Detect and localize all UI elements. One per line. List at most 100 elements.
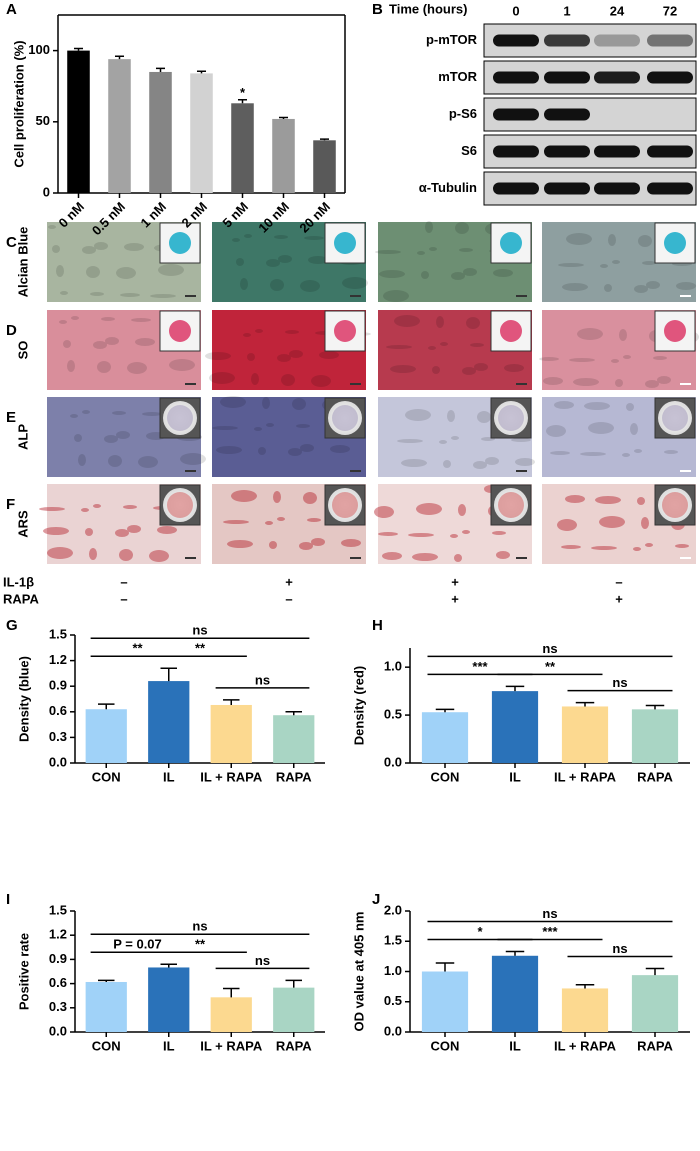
micrograph-texture (451, 436, 459, 440)
micrograph-texture (412, 553, 438, 561)
micrograph-texture (330, 445, 350, 453)
micrograph-texture (493, 269, 513, 277)
blot-band (493, 108, 539, 121)
blot-time: 72 (663, 3, 677, 18)
inset-dish-stain (167, 405, 193, 431)
micrograph-texture (74, 434, 82, 442)
treatment-sign: – (285, 591, 292, 606)
micrograph-texture (645, 543, 653, 547)
micrograph-texture (308, 256, 328, 264)
inset-dish (664, 232, 686, 254)
micrograph-texture (70, 414, 78, 418)
micrograph-texture (216, 446, 242, 454)
micrograph-texture (78, 454, 86, 466)
error-bar (196, 70, 207, 74)
micrograph-texture (496, 551, 510, 559)
micrograph-texture (138, 456, 158, 468)
micrograph-texture (232, 238, 240, 242)
micrograph-texture (450, 534, 458, 538)
micrograph-texture (463, 268, 477, 276)
panel-letter: J (372, 891, 380, 908)
bar (273, 987, 315, 1032)
micrograph-texture (386, 345, 412, 349)
micrograph-texture (462, 530, 470, 534)
micrograph-texture (90, 292, 104, 296)
treatment-sign: – (120, 574, 127, 589)
micrograph-texture (292, 398, 306, 410)
inset-frame (490, 310, 532, 352)
y-tick-label: 0.0 (49, 1023, 67, 1038)
micrograph-texture (89, 548, 97, 560)
micrograph-texture (638, 235, 652, 247)
micrograph-texture (319, 351, 339, 359)
significance-label: *** (542, 924, 558, 939)
x-tick-label: IL + RAPA (554, 1038, 617, 1053)
micrograph-texture (47, 547, 73, 559)
blot-time: 0 (512, 3, 519, 18)
bar (273, 715, 315, 763)
micrograph-texture (262, 397, 270, 409)
stain-label: Alcian Blue (15, 227, 30, 298)
panel-letter: H (372, 617, 383, 634)
micrograph-texture (255, 329, 263, 333)
significance-label: ns (542, 641, 557, 656)
micrograph-texture (626, 403, 634, 411)
micrograph-texture (642, 261, 656, 265)
micrograph-texture (127, 362, 147, 374)
panel-letter: G (6, 617, 18, 634)
micrograph-texture (281, 374, 295, 386)
y-tick-label: 0.9 (49, 678, 67, 693)
micrograph-texture (119, 549, 133, 561)
bar (148, 681, 190, 763)
micrograph-texture (39, 507, 65, 511)
micrograph-texture (378, 532, 398, 536)
micrograph-texture (401, 459, 427, 467)
panel-letter: I (6, 891, 10, 908)
error-bar (155, 67, 166, 72)
x-tick-label: IL (163, 1038, 175, 1053)
error-bar (319, 138, 330, 141)
x-tick-label: IL (509, 769, 521, 784)
y-tick-label: 0.9 (49, 951, 67, 966)
micrograph-texture (653, 356, 667, 360)
micrograph-texture (81, 508, 89, 512)
blot-band (594, 71, 640, 84)
inset-dish (169, 232, 191, 254)
significance-label: ** (195, 937, 206, 952)
treatment-sign: – (120, 591, 127, 606)
blot-band (647, 145, 693, 158)
micrograph-texture (451, 272, 465, 280)
micrograph-texture (251, 373, 259, 385)
micrograph-texture (557, 519, 577, 531)
micrograph-texture (641, 517, 649, 529)
micrograph-texture (561, 545, 581, 549)
micrograph-texture (416, 503, 442, 515)
micrograph-texture (565, 495, 585, 503)
micrograph-texture (546, 425, 566, 437)
y-tick-label: 50 (36, 113, 50, 128)
inset-dish (334, 232, 356, 254)
micrograph-texture (454, 554, 462, 562)
micrograph-texture (432, 366, 440, 374)
treatment-sign: + (615, 591, 623, 606)
micrograph-texture (634, 449, 642, 453)
panel-letter: B (372, 1, 383, 18)
y-axis-label: Positive rate (16, 933, 31, 1010)
error-bar (223, 987, 240, 998)
error-bar (160, 963, 177, 968)
significance-label: ** (195, 641, 206, 656)
micrograph-texture (477, 411, 491, 423)
blot-time: 1 (563, 3, 570, 18)
y-tick-label: 1.5 (49, 902, 67, 917)
micrograph-texture (93, 504, 101, 508)
micrograph-texture (270, 279, 284, 291)
micrograph-texture (562, 283, 588, 291)
x-tick-label: CON (92, 1038, 121, 1053)
micrograph-texture (169, 359, 195, 371)
error-bar (435, 708, 455, 713)
micrograph-texture (611, 359, 619, 363)
micrograph-texture (56, 265, 64, 277)
x-tick-label: IL + RAPA (200, 1038, 263, 1053)
bar (67, 50, 90, 193)
micrograph-texture (584, 402, 610, 410)
